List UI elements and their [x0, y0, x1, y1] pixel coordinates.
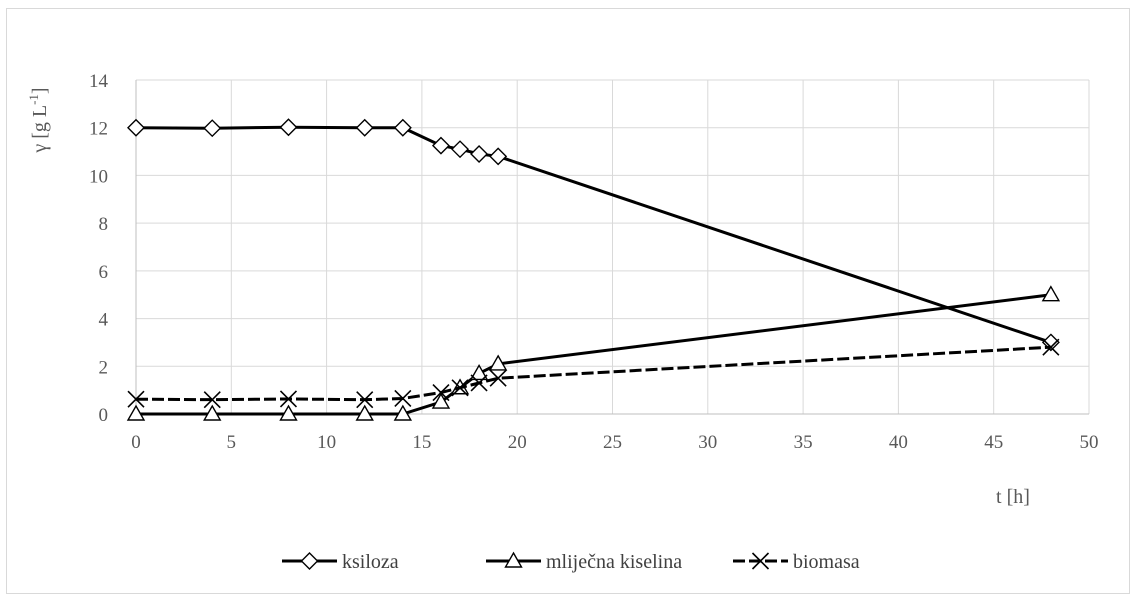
x-marker-stroke — [751, 552, 770, 570]
data-point — [431, 392, 451, 409]
legend-item: ksiloza — [282, 551, 399, 573]
x-marker-stroke — [1042, 338, 1060, 356]
x-marker-stroke — [203, 391, 221, 409]
y-tick-label: 4 — [99, 310, 109, 331]
series-line — [135, 345, 1051, 402]
x-marker-stroke — [451, 379, 469, 397]
data-point — [451, 140, 470, 159]
y-tick-label: 10 — [89, 166, 108, 187]
x-marker-stroke — [489, 369, 507, 387]
x-tick-label: 50 — [1080, 432, 1099, 453]
data-point — [279, 390, 298, 408]
data-point — [203, 391, 221, 409]
x-marker-stroke — [432, 383, 450, 402]
x-tick-label: 25 — [603, 432, 622, 453]
x-tick-label: 0 — [131, 432, 141, 453]
x-marker-stroke — [279, 390, 298, 408]
y-tick-label: 6 — [99, 262, 109, 283]
x-axis-title: t [h] — [996, 486, 1030, 508]
data-point — [393, 118, 412, 137]
x-tick-label: 10 — [317, 432, 336, 453]
data-point — [279, 404, 298, 421]
data-point — [489, 369, 507, 387]
data-point — [127, 118, 145, 137]
y-tick-label: 14 — [89, 71, 109, 92]
data-point — [451, 379, 469, 397]
data-point — [1041, 285, 1061, 302]
data-point — [356, 391, 374, 409]
x-tick-label: 15 — [412, 432, 431, 453]
data-point — [394, 389, 412, 408]
series-2 — [127, 338, 1060, 409]
data-point — [127, 390, 145, 408]
legend-label: biomasa — [793, 551, 860, 573]
data-point — [489, 147, 508, 166]
data-point — [432, 383, 450, 402]
legend-label: ksiloza — [342, 551, 399, 573]
data-point — [126, 404, 146, 421]
series-layer — [126, 118, 1061, 421]
legend-item: biomasa — [733, 551, 860, 573]
series-line — [135, 125, 1052, 344]
x-tick-label: 35 — [794, 432, 813, 453]
tick-labels: 0 5 10 15 20 25 30 35 40 45 50 0 2 4 6 8 10 12 14 — [89, 71, 1099, 453]
legend-marker — [504, 551, 523, 568]
x-tick-label: 20 — [508, 432, 527, 453]
x-marker-stroke — [356, 391, 374, 409]
legend-marker — [751, 552, 770, 570]
data-point — [393, 404, 413, 421]
data-point — [469, 364, 489, 381]
legend-marker — [300, 552, 319, 570]
data-point — [355, 404, 374, 421]
data-point — [470, 144, 489, 163]
y-axis-title: γ [g L-1] — [26, 87, 51, 153]
y-tick-label: 2 — [99, 357, 109, 378]
x-tick-label: 30 — [698, 432, 717, 453]
data-point — [470, 374, 488, 392]
data-point — [203, 404, 222, 421]
legend-label: mliječna kiselina — [546, 551, 682, 573]
data-point — [431, 136, 450, 155]
legend: ksiloza mliječna kiselina biomasa — [282, 551, 860, 573]
x-tick-label: 40 — [889, 432, 908, 453]
data-point — [355, 118, 374, 137]
x-marker-stroke — [470, 374, 488, 392]
y-tick-label: 12 — [89, 119, 108, 140]
series-0 — [127, 118, 1060, 352]
series-line — [136, 293, 1052, 416]
series-1 — [126, 285, 1061, 421]
y-tick-label: 8 — [99, 214, 109, 235]
x-marker-stroke — [127, 390, 145, 408]
data-point — [279, 118, 298, 137]
x-marker-stroke — [394, 389, 412, 408]
gridlines — [136, 79, 1090, 414]
data-point — [203, 119, 222, 138]
x-tick-label: 45 — [984, 432, 1003, 453]
x-tick-label: 5 — [227, 432, 237, 453]
data-point — [1042, 338, 1060, 356]
y-tick-label: 0 — [99, 405, 109, 426]
legend-item: mliječna kiselina — [486, 551, 682, 573]
chart-area — [6, 8, 1130, 594]
data-point — [488, 354, 508, 371]
